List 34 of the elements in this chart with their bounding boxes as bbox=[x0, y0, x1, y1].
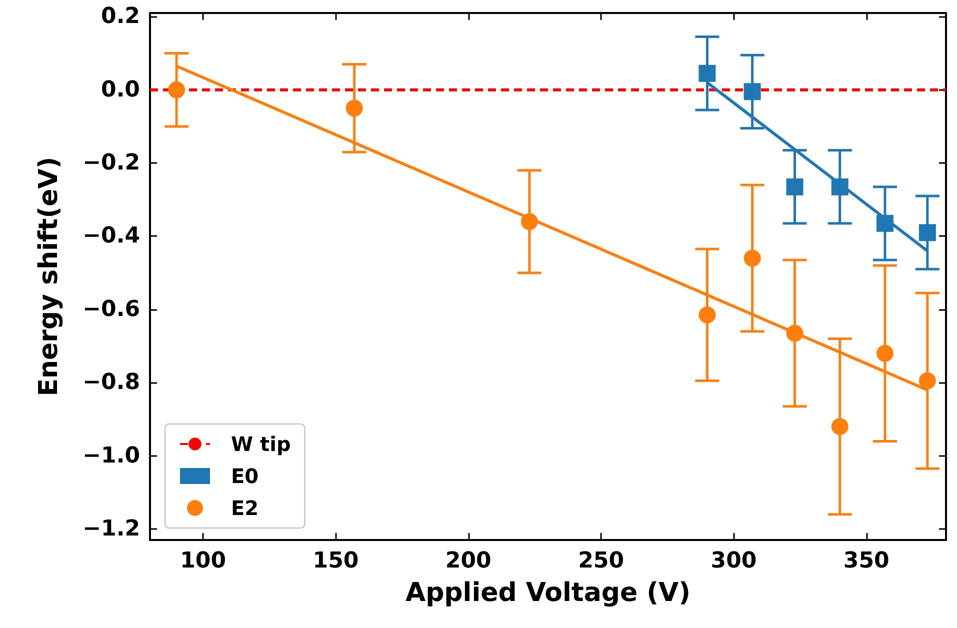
point bbox=[520, 213, 538, 230]
y-tick-label: −0.8 bbox=[82, 370, 140, 396]
y-tick-label: −1.0 bbox=[82, 443, 140, 468]
point bbox=[918, 372, 936, 390]
point bbox=[698, 64, 716, 82]
point bbox=[168, 81, 186, 98]
legend-label: W tip bbox=[231, 432, 291, 456]
legend-label: E2 bbox=[231, 496, 259, 520]
point bbox=[744, 250, 761, 267]
y-tick-label: 0.0 bbox=[101, 77, 140, 102]
y-tick-label: −1.2 bbox=[82, 516, 140, 542]
x-tick-label: 300 bbox=[710, 548, 757, 574]
point bbox=[831, 418, 848, 436]
point bbox=[698, 306, 716, 324]
x-tick-label: 350 bbox=[843, 548, 890, 574]
x-axis-title: Applied Voltage (V) bbox=[405, 578, 691, 608]
point bbox=[876, 344, 894, 362]
y-tick-label: −0.4 bbox=[82, 224, 140, 249]
x-tick-label: 150 bbox=[312, 548, 359, 574]
point bbox=[346, 100, 363, 117]
legend-label: E0 bbox=[231, 464, 259, 488]
y-axis-title: Energy shift(eV) bbox=[34, 156, 64, 396]
y-tick-label: 0.2 bbox=[101, 4, 140, 30]
point bbox=[744, 83, 761, 100]
point bbox=[786, 324, 804, 342]
point bbox=[918, 224, 936, 242]
y-tick-label: −0.6 bbox=[82, 296, 140, 322]
point bbox=[876, 214, 894, 232]
x-tick-label: 200 bbox=[445, 548, 492, 574]
x-tick-label: 250 bbox=[578, 548, 624, 574]
point bbox=[831, 178, 848, 196]
point bbox=[786, 178, 804, 196]
y-tick-label: −0.2 bbox=[82, 150, 140, 176]
x-tick-label: 100 bbox=[180, 548, 226, 574]
